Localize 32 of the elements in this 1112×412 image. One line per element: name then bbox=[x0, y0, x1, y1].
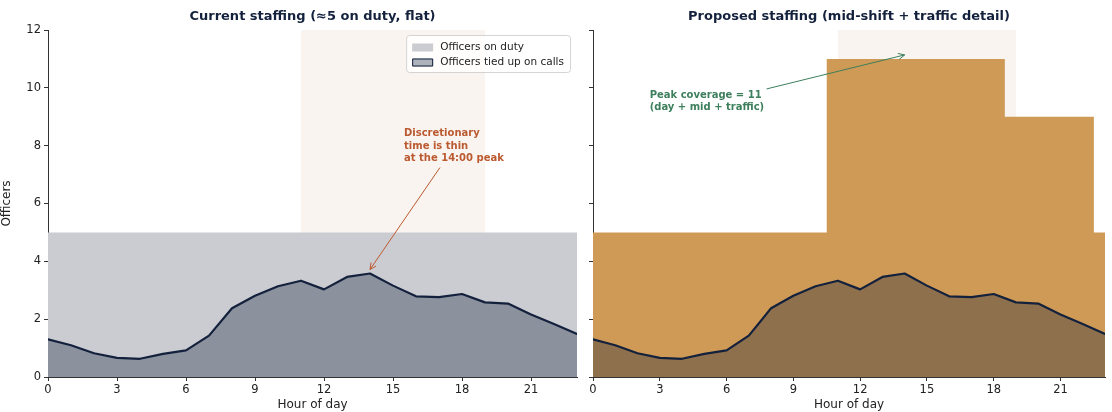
x-axis-title: Hour of day bbox=[813, 396, 885, 411]
chart-title: Current staffing (≈5 on duty, flat) bbox=[189, 8, 436, 24]
annotation: Peak coverage = 11 (day + mid + traffic) bbox=[649, 88, 765, 113]
x-tick-label: 3 bbox=[113, 381, 121, 396]
x-tick-label: 9 bbox=[789, 381, 798, 396]
y-axis-title: Officers bbox=[0, 180, 14, 227]
legend-label: Officers tied up on calls bbox=[440, 55, 564, 68]
y-tick-label: 2 bbox=[33, 311, 41, 326]
x-tick-label: 18 bbox=[454, 381, 470, 396]
x-tick-label: 3 bbox=[656, 381, 664, 396]
y-tick-label: 4 bbox=[33, 253, 41, 268]
x-tick-label: 12 bbox=[852, 381, 868, 396]
x-tick-label: 15 bbox=[919, 381, 935, 396]
y-tick-label: 8 bbox=[33, 137, 41, 152]
x-tick-label: 12 bbox=[316, 381, 332, 396]
y-tick-label: 12 bbox=[26, 21, 41, 36]
x-tick-label: 6 bbox=[722, 381, 731, 396]
y-tick-label: 6 bbox=[33, 195, 41, 210]
x-tick-label: 21 bbox=[1053, 381, 1068, 396]
x-tick-label: 6 bbox=[182, 381, 190, 396]
x-tick-label: 18 bbox=[986, 381, 1002, 396]
x-tick-label: 15 bbox=[385, 381, 401, 396]
x-tick-label: 9 bbox=[251, 381, 259, 396]
x-axis-title: Hour of day bbox=[277, 396, 348, 411]
x-tick-label: 0 bbox=[44, 381, 52, 396]
y-tick-label: 0 bbox=[33, 368, 41, 383]
x-tick-label: 0 bbox=[589, 381, 597, 396]
x-tick-label: 21 bbox=[523, 381, 539, 396]
chart-title: Proposed staffing (mid-shift + traffic detail) bbox=[688, 8, 1010, 24]
legend-label: Officers on duty bbox=[440, 40, 524, 53]
annotation: Discretionary time is thin at the 14:00 peak bbox=[404, 127, 505, 164]
y-tick-label: 10 bbox=[26, 79, 41, 94]
